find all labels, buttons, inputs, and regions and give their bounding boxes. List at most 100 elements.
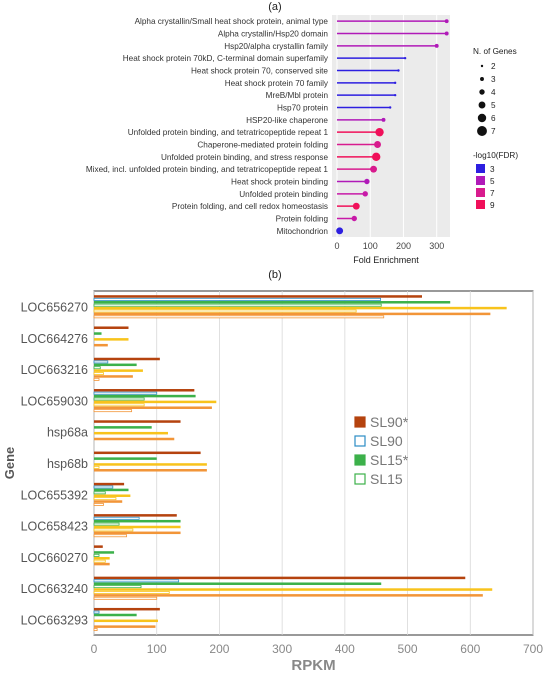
gene-label: LOC663240 xyxy=(21,582,88,596)
bar xyxy=(93,485,114,489)
bar xyxy=(94,326,129,329)
lollipop-point xyxy=(336,227,344,235)
bar xyxy=(93,366,101,370)
color-legend-swatch xyxy=(476,164,485,173)
bar xyxy=(93,309,357,313)
bar xyxy=(94,295,422,298)
gene-label: LOC660270 xyxy=(21,551,88,565)
category-label: Unfolded protein binding xyxy=(239,190,328,199)
x-tick-label: 400 xyxy=(335,642,355,656)
bar xyxy=(94,406,212,409)
size-legend-dot xyxy=(480,77,484,81)
lollipop-point xyxy=(362,191,368,197)
lollipop-point xyxy=(351,215,357,222)
bar xyxy=(94,557,110,560)
bar xyxy=(94,306,507,310)
bar xyxy=(94,500,123,503)
panel-a-label: (a) xyxy=(268,1,282,13)
bar xyxy=(93,516,140,520)
size-legend-dot xyxy=(479,89,485,95)
x-tick-label: 700 xyxy=(523,642,543,656)
bar xyxy=(93,491,106,495)
gene-label: LOC664276 xyxy=(21,332,88,346)
bar xyxy=(93,303,382,307)
bar xyxy=(94,420,181,423)
lollipop-point xyxy=(397,69,400,72)
size-legend-title: N. of Genes xyxy=(473,47,517,56)
bar xyxy=(94,338,129,341)
bar xyxy=(94,457,157,460)
x-axis-title: RPKM xyxy=(291,657,335,674)
legend-label: SL90* xyxy=(370,414,409,430)
x-tick-label: 200 xyxy=(396,241,411,251)
bar xyxy=(94,332,102,335)
size-legend-dot xyxy=(477,126,487,136)
bar xyxy=(94,469,207,472)
panel-b-label: (b) xyxy=(268,269,282,281)
color-legend-label: 7 xyxy=(490,189,495,198)
bar xyxy=(94,357,160,361)
bar xyxy=(93,579,180,583)
bar xyxy=(94,607,160,611)
bar xyxy=(94,625,156,628)
lollipop-point xyxy=(374,141,381,148)
bar xyxy=(94,400,217,404)
category-label: Mixed, incl. unfolded protein binding, a… xyxy=(86,165,329,174)
color-legend-label: 9 xyxy=(490,201,495,210)
category-label: Protein folding xyxy=(276,215,329,224)
color-legend-label: 3 xyxy=(490,165,495,174)
bar xyxy=(94,301,451,304)
bar xyxy=(93,590,170,594)
bar xyxy=(94,551,115,554)
bar xyxy=(93,553,100,557)
bar xyxy=(94,525,181,529)
legend-swatch xyxy=(354,416,366,428)
lollipop-point xyxy=(393,93,397,97)
bar xyxy=(93,391,158,395)
category-label: Heat shock protein binding xyxy=(231,178,328,187)
color-legend-title: -log10(FDR) xyxy=(473,151,518,160)
bar xyxy=(94,389,195,392)
x-tick-label: 0 xyxy=(91,642,98,656)
fold-enrichment-chart: 0 100 200 300 Fold Enrichment Alpha crystalli… xyxy=(86,15,518,265)
bar xyxy=(94,482,125,486)
x-tick-label: 300 xyxy=(272,642,292,656)
lollipop-point xyxy=(444,31,449,36)
category-label: MreB/Mbl protein xyxy=(266,91,329,100)
lollipop-point xyxy=(372,152,381,162)
color-legend-label: 5 xyxy=(490,177,495,186)
size-legend-dot xyxy=(480,64,484,68)
bar xyxy=(94,545,103,548)
bar xyxy=(94,582,382,585)
gene-label: hsp68b xyxy=(47,457,88,471)
legend-swatch xyxy=(354,454,366,466)
bar xyxy=(93,409,133,413)
x-tick-label: 100 xyxy=(363,241,378,251)
gene-label: LOC656270 xyxy=(21,301,88,315)
size-legend-label: 6 xyxy=(491,114,496,123)
x-tick-label: 300 xyxy=(429,241,444,251)
size-legend-dot xyxy=(477,113,487,123)
bar xyxy=(94,451,201,455)
legend-label: SL15 xyxy=(370,471,403,487)
x-tick-label: 500 xyxy=(398,642,418,656)
bar xyxy=(93,610,100,614)
bar xyxy=(94,594,483,597)
bar xyxy=(93,377,100,381)
lollipop-point xyxy=(444,19,449,24)
gene-label: LOC663293 xyxy=(21,613,88,627)
gene-label: LOC663216 xyxy=(21,363,88,377)
legend-label: SL90 xyxy=(370,433,403,449)
category-label: Mitochondrion xyxy=(277,227,329,236)
bar xyxy=(93,372,104,375)
lollipop-point xyxy=(375,127,384,137)
bar xyxy=(93,559,106,563)
y-axis-title: Gene xyxy=(2,447,17,480)
bar xyxy=(94,576,466,580)
category-label: Heat shock protein 70, conserved site xyxy=(191,67,328,76)
bar xyxy=(94,494,131,497)
gene-label: LOC655392 xyxy=(21,488,88,502)
bar xyxy=(93,465,100,469)
category-label: Unfolded protein binding, and tetratrico… xyxy=(128,128,329,137)
lollipop-point xyxy=(370,165,377,173)
